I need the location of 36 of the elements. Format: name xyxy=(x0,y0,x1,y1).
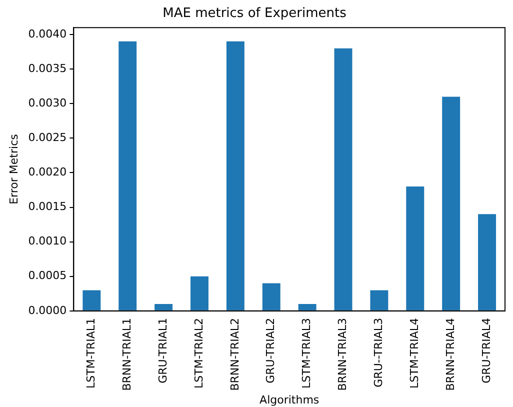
bar xyxy=(334,48,352,310)
x-tick-label: BRNN-TRIAL4 xyxy=(444,318,457,391)
bar xyxy=(226,41,244,310)
bar xyxy=(262,283,280,310)
y-tick-label: 0.0020 xyxy=(28,166,67,179)
bar xyxy=(478,214,496,310)
x-tick-label: BRNN-TRIAL3 xyxy=(336,318,350,391)
y-tick-label: 0.0025 xyxy=(28,131,67,144)
bar xyxy=(82,290,101,310)
x-axis-title: Algorithms xyxy=(260,393,320,406)
bar xyxy=(190,276,208,310)
bar xyxy=(118,41,137,310)
y-tick-label: 0.0015 xyxy=(28,200,67,214)
y-axis-title: Error Metrics xyxy=(7,134,20,204)
bar xyxy=(298,304,316,310)
bar xyxy=(370,290,388,310)
y-tick-label: 0.0000 xyxy=(28,304,67,317)
x-tick-label: GRU-TRIAL1 xyxy=(156,318,170,384)
bar xyxy=(154,304,173,310)
y-tick-label: 0.0010 xyxy=(28,234,67,248)
x-tick-label: BRNN-TRIAL2 xyxy=(228,318,242,391)
x-tick-label: LSTM-TRIAL2 xyxy=(192,318,206,388)
x-tick-label: LSTM-TRIAL4 xyxy=(408,318,422,388)
x-tick-label: GRU-TRIAL2 xyxy=(264,318,278,384)
y-tick-label: 0.0030 xyxy=(28,96,67,110)
chart-title: MAE metrics of Experiments xyxy=(162,6,347,22)
y-tick-label: 0.0005 xyxy=(28,269,67,282)
bar xyxy=(406,186,424,310)
y-tick-label: 0.0035 xyxy=(28,62,67,75)
x-tick-label: LSTM-TRIAL1 xyxy=(84,318,98,388)
bar xyxy=(442,96,460,310)
y-tick-label: 0.0040 xyxy=(28,27,67,40)
x-tick-label: GRU-TRIAL4 xyxy=(480,318,493,384)
x-tick-label: BRNN-TRIAL1 xyxy=(120,318,134,391)
x-tick-label: GRU--TRIAL3 xyxy=(372,318,386,388)
x-tick-label: LSTM-TRIAL3 xyxy=(300,318,314,388)
